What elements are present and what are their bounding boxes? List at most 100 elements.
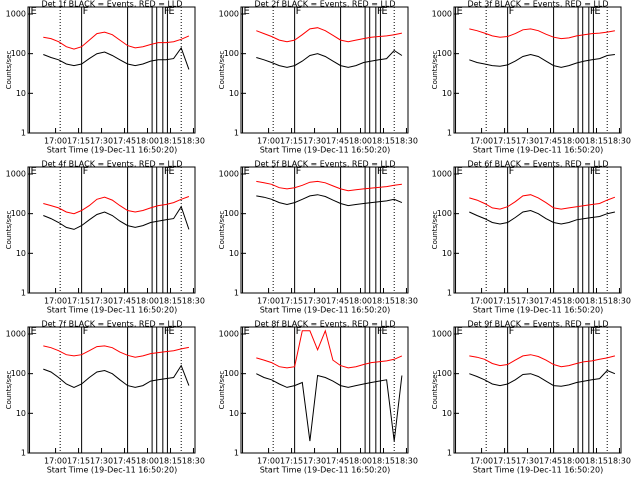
series-line [256,27,403,43]
plot-frame [453,166,622,294]
x-tick-label: 17:15 [493,297,516,306]
y-tick-label: 10 [229,89,239,98]
panel-title: Det 3f BLACK = Events, RED = LLD [467,0,608,9]
y-axis-label: Counts/sec [431,51,439,90]
series-line [256,49,403,68]
x-tick-label: 17:30 [303,457,326,466]
plot-frame [453,6,622,134]
event-label: F [509,6,515,17]
series-line [43,31,190,50]
x-tick-label: 18:30 [608,297,631,306]
event-label: F [83,326,89,337]
x-tick-label: 18:00 [562,137,585,146]
event-label: F [377,326,383,337]
x-tick-label: 17:45 [539,137,562,146]
x-tick-label: 17:30 [516,457,539,466]
y-tick-label: 10 [442,89,452,98]
panel-title: Det 6f BLACK = Events, RED = LLD [467,160,608,169]
event-label: F [83,6,89,17]
x-tick-label: 17:00 [470,137,493,146]
x-axis-label: Start Time (19-Dec-11 16:50:20) [260,466,391,475]
series-line [256,373,403,442]
x-tick-label: 18:00 [136,137,159,146]
y-tick-label: 100 [224,369,239,378]
x-tick-label: 17:30 [516,137,539,146]
y-tick-label: 1000 [6,9,26,18]
x-tick-label: 17:30 [90,457,113,466]
event-label: E [594,6,600,17]
y-tick-label: 1 [447,129,452,138]
x-axis-label: Start Time (19-Dec-11 16:50:20) [473,306,604,315]
event-label: F [164,166,170,177]
event-label: E [457,6,463,17]
y-tick-label: 10 [442,409,452,418]
series-line [469,53,615,68]
event-label: E [381,6,387,17]
event-label: E [31,166,37,177]
y-tick-label: 1000 [432,169,452,178]
x-tick-label: 18:30 [395,137,418,146]
plot-frame [240,6,409,134]
event-label: E [457,326,463,337]
y-tick-label: 100 [224,49,239,58]
x-tick-label: 17:15 [280,457,303,466]
series-line [43,46,190,70]
x-tick-label: 17:00 [44,137,67,146]
x-tick-label: 17:30 [90,297,113,306]
event-label: E [594,166,600,177]
y-axis-label: Counts/sec [5,211,13,250]
event-label: E [31,6,37,17]
event-label: F [164,6,170,17]
y-axis-label: Counts/sec [431,211,439,250]
event-label: E [381,166,387,177]
y-tick-label: 1 [21,449,26,458]
event-label: F [164,326,170,337]
x-tick-label: 18:30 [608,137,631,146]
panel-title: Det 8f BLACK = Events, RED = LLD [254,320,395,329]
x-tick-label: 18:15 [372,457,395,466]
event-label: E [168,326,174,337]
y-tick-label: 10 [16,409,26,418]
x-axis-label: Start Time (19-Dec-11 16:50:20) [47,466,178,475]
y-tick-label: 1 [447,449,452,458]
event-label: E [244,6,250,17]
y-axis-label: Counts/sec [218,371,226,410]
panel-title: Det 4f BLACK = Events, RED = LLD [41,160,182,169]
y-tick-label: 10 [229,409,239,418]
event-label: E [168,6,174,17]
x-axis-label: Start Time (19-Dec-11 16:50:20) [260,306,391,315]
y-tick-label: 1 [21,129,26,138]
x-tick-label: 18:00 [136,297,159,306]
x-tick-label: 17:15 [493,457,516,466]
event-label: E [244,166,250,177]
panel-title: Det 1f BLACK = Events, RED = LLD [41,0,182,9]
x-tick-label: 17:45 [113,297,136,306]
y-axis-label: Counts/sec [218,211,226,250]
series-line [469,194,616,210]
x-axis-label: Start Time (19-Dec-11 16:50:20) [473,146,604,155]
y-tick-label: 1 [234,289,239,298]
x-tick-label: 18:30 [182,457,205,466]
y-tick-label: 1000 [432,329,452,338]
panel-title: Det 9f BLACK = Events, RED = LLD [467,320,608,329]
series-line [256,194,403,207]
y-tick-label: 100 [11,49,26,58]
x-tick-label: 17:30 [90,137,113,146]
x-tick-label: 18:15 [159,457,182,466]
x-tick-label: 17:15 [67,137,90,146]
plot-frame [240,166,409,294]
y-axis-label: Counts/sec [218,51,226,90]
x-axis-label: Start Time (19-Dec-11 16:50:20) [473,466,604,475]
x-tick-label: 17:15 [67,457,90,466]
y-tick-label: 10 [16,89,26,98]
panel-title: Det 5f BLACK = Events, RED = LLD [254,160,395,169]
y-tick-label: 1 [234,129,239,138]
x-tick-label: 18:30 [182,297,205,306]
series-line [256,329,403,369]
event-label: E [168,166,174,177]
event-label: F [509,166,515,177]
event-label: F [509,326,515,337]
x-tick-label: 18:00 [349,457,372,466]
